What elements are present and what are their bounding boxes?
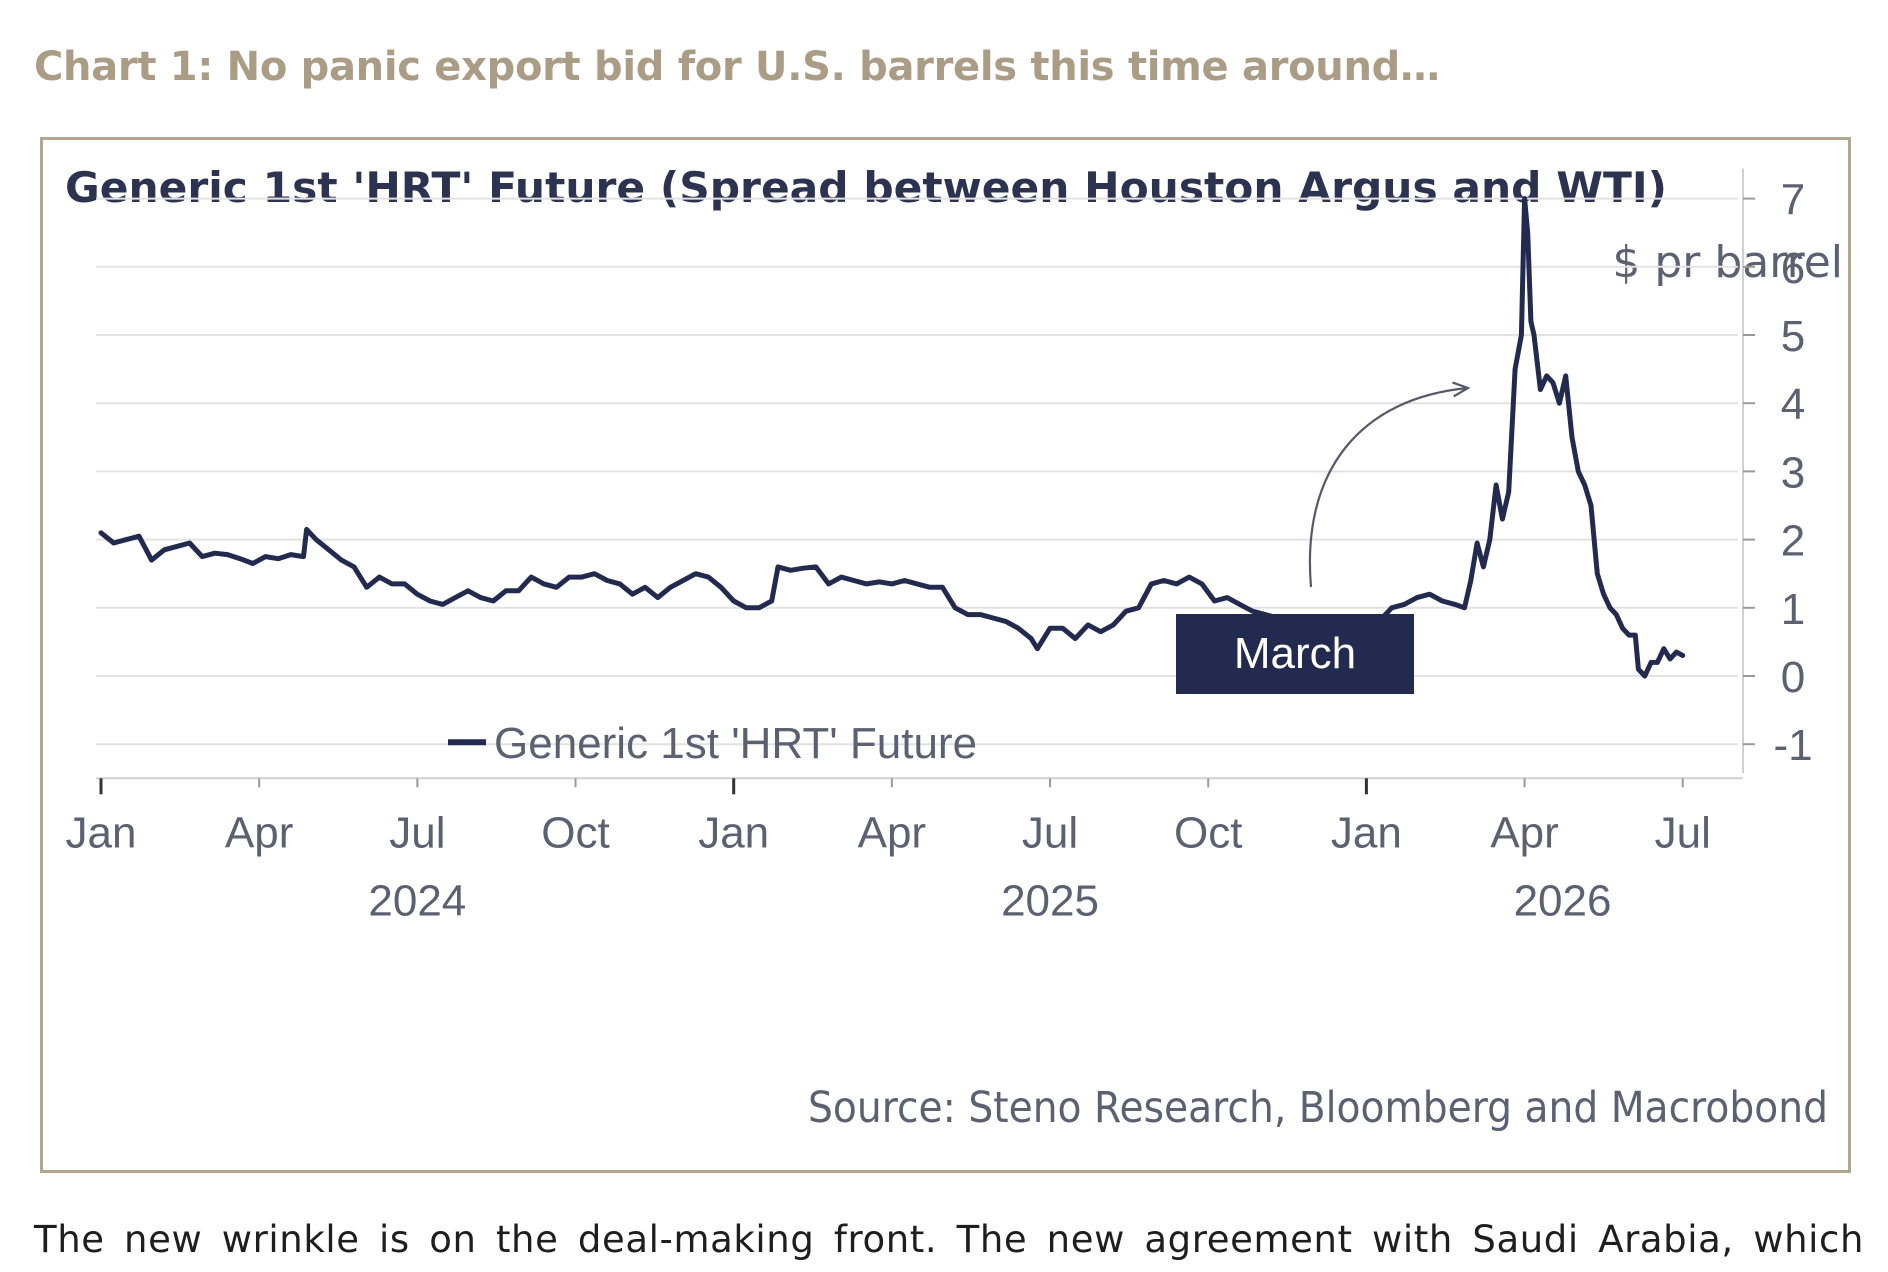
x-tick-label: Oct xyxy=(541,808,609,857)
x-tick-label: Apr xyxy=(858,808,926,857)
chart-caption: Chart 1: No panic export bid for U.S. ba… xyxy=(34,44,1440,90)
annotation-box xyxy=(1176,614,1414,694)
y-tick-label: -1 xyxy=(1773,721,1812,770)
y-tick-label: 0 xyxy=(1781,653,1805,702)
y-tick-label: 1 xyxy=(1781,585,1805,634)
axes: 7 6 5 4 3 2 1 0 -1 Jan Apr Jul Oct Jan Apr Jul Oct Jan Apr… xyxy=(66,168,1813,925)
annotation-arrow xyxy=(1308,381,1471,588)
legend: Generic 1st 'HRT' Future xyxy=(448,719,977,768)
annotation-label: March xyxy=(1234,629,1356,678)
y-tick-label: 7 xyxy=(1781,176,1805,225)
y-tick-label: 3 xyxy=(1781,448,1805,497)
x-year-label: 2024 xyxy=(368,876,466,925)
x-tick-label: Jul xyxy=(389,808,445,857)
chart-frame: Generic 1st 'HRT' Future (Spread between… xyxy=(40,137,1851,1173)
x-tick-label: Jul xyxy=(1022,808,1078,857)
line-chart: Generic 1st 'HRT' Future (Spread between… xyxy=(65,163,1843,1133)
source-note: Source: Steno Research, Bloomberg and Ma… xyxy=(808,1083,1828,1133)
body-paragraph: The new wrinkle is on the deal-making fr… xyxy=(34,1218,1864,1261)
y-tick-label: 2 xyxy=(1781,517,1805,566)
march-annotation: March xyxy=(1176,381,1471,694)
legend-label: Generic 1st 'HRT' Future xyxy=(494,719,977,768)
chart-title: Generic 1st 'HRT' Future (Spread between… xyxy=(65,163,1667,212)
x-tick-label: Jan xyxy=(1331,808,1402,857)
x-year-label: 2025 xyxy=(1001,876,1099,925)
x-year-label: 2026 xyxy=(1514,876,1612,925)
y-axis-unit-label: $ pr barrel xyxy=(1612,237,1843,288)
series-line-hrt-future xyxy=(98,196,1686,679)
x-tick-label: Apr xyxy=(225,808,293,857)
x-tick-label: Jul xyxy=(1655,808,1711,857)
y-tick-label: 5 xyxy=(1781,312,1805,361)
x-tick-label: Apr xyxy=(1490,808,1558,857)
x-tick-label: Oct xyxy=(1174,808,1242,857)
x-tick-label: Jan xyxy=(698,808,769,857)
y-tick-label: 4 xyxy=(1781,380,1805,429)
x-tick-label: Jan xyxy=(66,808,137,857)
gridlines xyxy=(96,197,1738,746)
series-layer xyxy=(98,196,1686,679)
y-tick-label: 6 xyxy=(1781,244,1805,293)
